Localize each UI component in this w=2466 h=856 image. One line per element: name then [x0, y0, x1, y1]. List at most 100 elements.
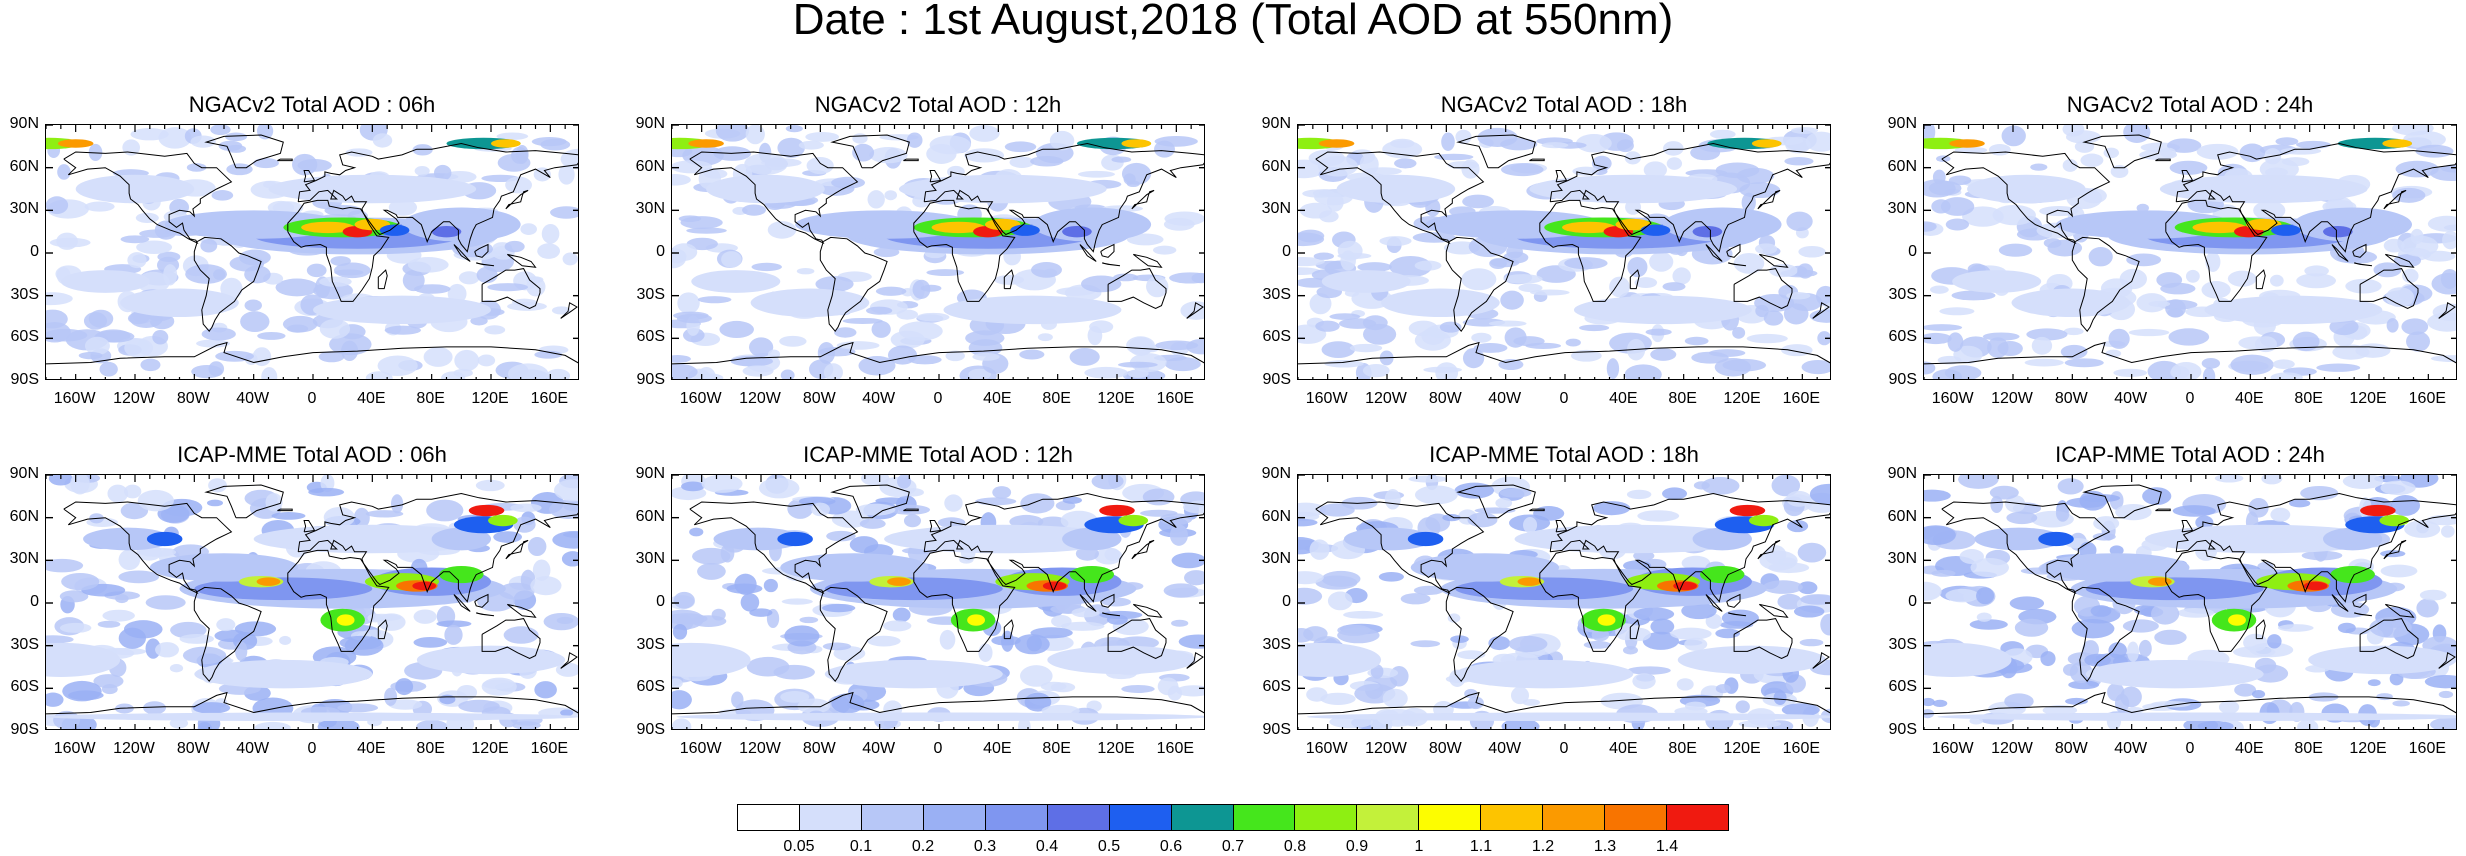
aod-background-cell	[890, 330, 925, 349]
latitude-label: 90N	[9, 465, 39, 482]
aod-background-cell	[2403, 130, 2446, 149]
aod-background-cell	[2296, 140, 2331, 149]
colorbar-tick-label: 1.1	[1469, 838, 1493, 855]
aod-background-cell	[1778, 557, 1797, 567]
aod-background-cell	[908, 355, 942, 365]
aod-background-cell	[2185, 269, 2200, 283]
longitude-label: 120E	[1097, 740, 1135, 757]
aod-background-cell	[319, 318, 351, 339]
aod-background-cell	[1666, 157, 1683, 170]
aod-background-cell	[1471, 332, 1492, 343]
longitude-label: 40W	[236, 390, 270, 407]
coastline	[204, 484, 284, 519]
coastline	[193, 586, 262, 683]
aod-background-cell	[2380, 564, 2418, 578]
aod-background-cell	[511, 298, 537, 306]
aod-background-cell	[407, 257, 449, 273]
aod-background-cell	[1924, 332, 1952, 345]
aod-background-cell	[140, 358, 161, 372]
aod-background-cell	[2218, 700, 2240, 714]
aod-background-cell	[426, 499, 464, 522]
coastline	[560, 652, 578, 669]
aod-background-cell	[2430, 355, 2456, 362]
aod-background-cell	[1439, 321, 1462, 333]
coastline	[277, 158, 293, 162]
aod-background-cell	[256, 125, 274, 140]
aod-background-cell	[1787, 520, 1809, 533]
aod-background-cell	[2438, 690, 2454, 699]
aod-plume	[1949, 139, 1985, 148]
aod-background-cell	[751, 262, 782, 272]
aod-background-cell	[2424, 674, 2456, 689]
aod-background-cell	[1627, 256, 1648, 278]
aod-background-cell	[2128, 328, 2170, 337]
coastline	[672, 341, 1204, 365]
colorbar-tick-label: 0.2	[911, 838, 935, 855]
aod-background-cell	[1670, 627, 1712, 640]
aod-background-cell	[672, 363, 698, 379]
aod-background-cell	[883, 620, 912, 632]
aod-background-cell	[1624, 364, 1662, 379]
aod-plume	[884, 524, 1122, 554]
aod-background-cell	[672, 718, 692, 729]
aod-background-cell	[2177, 608, 2215, 618]
aod-background-cell	[551, 306, 571, 315]
latitude-label: 0	[656, 593, 665, 610]
aod-plume	[1748, 514, 1779, 527]
longitude-label: 120W	[1365, 740, 1407, 757]
latitude-label: 30S	[1888, 635, 1917, 653]
aod-background-cell	[2068, 680, 2100, 690]
aod-background-cell	[138, 547, 177, 557]
latitude-label: 60N	[635, 507, 665, 525]
aod-background-cell	[2172, 505, 2216, 517]
aod-background-cell	[1030, 155, 1064, 167]
coastline	[2384, 603, 2415, 618]
aod-background-cell	[763, 578, 778, 593]
coastline	[453, 244, 471, 262]
aod-background-cell	[341, 340, 359, 362]
aod-background-cell	[135, 212, 159, 223]
aod-background-cell	[190, 135, 216, 148]
aod-background-cell	[1071, 607, 1100, 618]
aod-background-cell	[1164, 357, 1201, 372]
aod-plume	[2323, 225, 2353, 238]
aod-background-cell	[1643, 161, 1667, 179]
aod-background-cell	[2103, 147, 2119, 159]
panel-title: ICAP-MME Total AOD : 24h	[2055, 442, 2325, 467]
aod-background-cell	[562, 252, 578, 266]
aod-background-cell	[377, 355, 418, 377]
aod-plume	[379, 224, 410, 236]
aod-background-cell	[1649, 251, 1674, 272]
aod-plume	[1529, 174, 1738, 204]
coastline	[476, 612, 495, 617]
aod-background-cell	[2401, 235, 2439, 257]
aod-background-cell	[1495, 497, 1513, 509]
aod-background-cell	[1798, 245, 1826, 258]
longitude-label: 160W	[679, 390, 722, 407]
aod-background-cell	[2064, 358, 2104, 368]
aod-background-cell	[2442, 230, 2456, 250]
longitude-label: 80E	[1668, 390, 1697, 407]
aod-plume	[146, 531, 183, 547]
aod-background-cell	[2304, 265, 2329, 277]
coastline	[1758, 253, 1789, 268]
aod-background-cell	[553, 479, 578, 502]
aod-field-map	[1298, 125, 1830, 379]
aod-background-cell	[1163, 583, 1199, 598]
aod-background-cell	[59, 622, 92, 633]
latitude-label: 30S	[10, 285, 39, 303]
aod-background-cell	[1089, 320, 1114, 334]
coastline	[1132, 603, 1163, 618]
longitude-label: 40W	[2114, 390, 2148, 407]
aod-background-cell	[831, 693, 865, 714]
aod-background-cell	[2154, 629, 2187, 645]
aod-background-cell	[127, 252, 147, 269]
aod-background-cell	[1715, 684, 1731, 694]
aod-background-cell	[721, 251, 742, 268]
aod-background-cell	[412, 144, 433, 156]
aod-background-cell	[1809, 309, 1830, 323]
aod-background-cell	[2385, 287, 2415, 308]
aod-background-cell	[1126, 180, 1140, 188]
aod-background-cell	[444, 624, 463, 645]
aod-background-cell	[271, 512, 306, 520]
